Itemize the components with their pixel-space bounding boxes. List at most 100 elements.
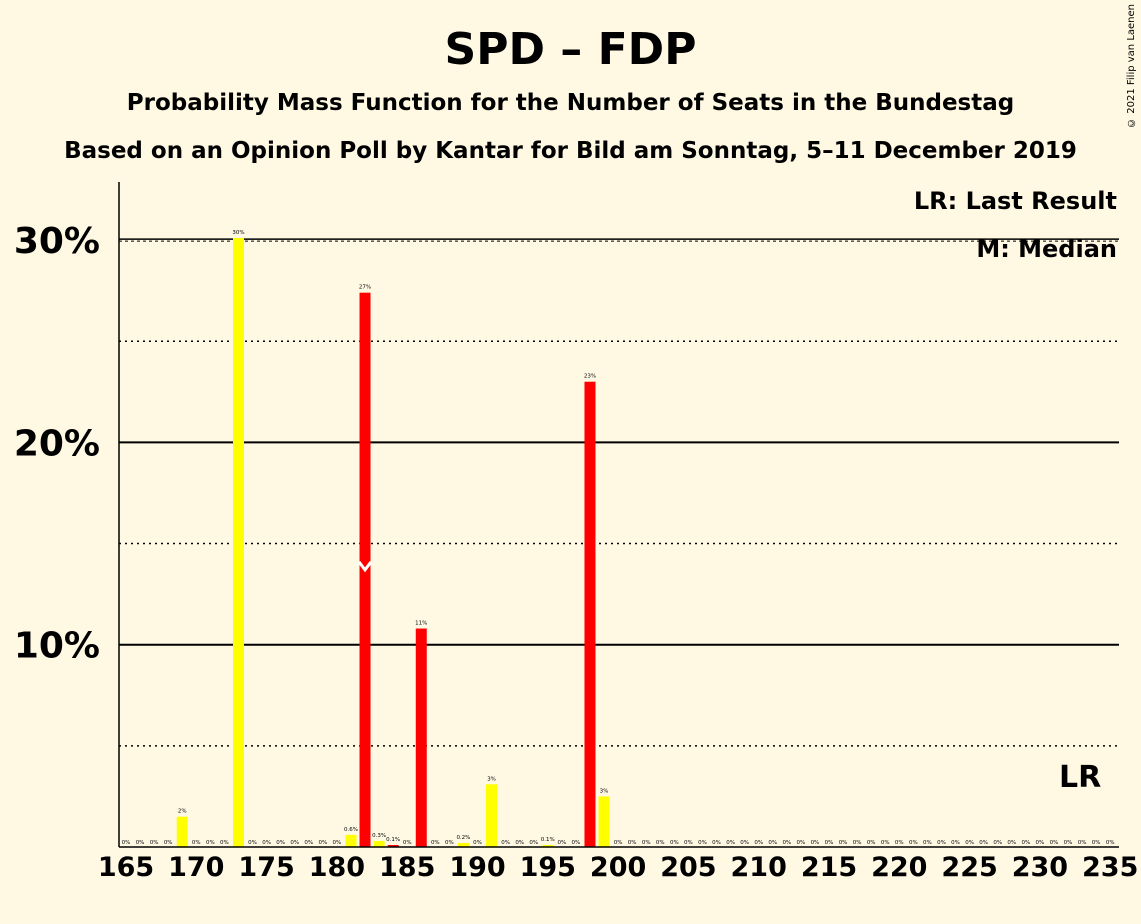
- legend-median: M: Median: [976, 235, 1117, 263]
- bar-label-187: 0%: [431, 840, 440, 846]
- bar-184: [387, 844, 399, 847]
- bar-label-177: 0%: [290, 840, 299, 846]
- bar-label-166: 0%: [136, 840, 145, 846]
- bar-label-171: 0%: [206, 840, 215, 846]
- bar-label-228: 0%: [1007, 840, 1016, 846]
- bar-label-227: 0%: [993, 840, 1002, 846]
- bar-label-225: 0%: [965, 840, 974, 846]
- bar-label-186: 11%: [415, 621, 427, 627]
- median-marker: [357, 560, 373, 573]
- bar-label-180: 0%: [333, 840, 342, 846]
- bar-label-192: 0%: [501, 840, 510, 846]
- x-tick-label-230: 230: [1012, 852, 1068, 883]
- x-tick-label-180: 180: [309, 852, 365, 883]
- bar-label-206: 0%: [698, 840, 707, 846]
- bar-label-217: 0%: [853, 840, 862, 846]
- bar-label-184: 0.1%: [386, 837, 400, 843]
- bar-label-230: 0%: [1036, 840, 1045, 846]
- bar-label-193: 0%: [515, 840, 524, 846]
- chart-title: SPD – FDP: [444, 24, 697, 75]
- bar-labels-group: 0% 0% 0% 0% 2% 0% 0% 0% 30% 0% 0% 0% 0% 0% 0% 0% 0.6% 27%…: [122, 230, 1115, 846]
- bar-label-214: 0%: [811, 840, 820, 846]
- bar-label-179: 0%: [318, 840, 327, 846]
- bar-label-170: 0%: [192, 840, 201, 846]
- bar-label-226: 0%: [979, 840, 988, 846]
- x-tick-label-190: 190: [449, 852, 505, 883]
- chart-subtitle-1: Probability Mass Function for the Number…: [126, 90, 1015, 116]
- bars-group: [176, 238, 610, 847]
- bar-label-199: 3%: [600, 788, 609, 794]
- x-tick-label-215: 215: [801, 852, 857, 883]
- bar-label-229: 0%: [1021, 840, 1030, 846]
- x-tick-label-175: 175: [238, 852, 294, 883]
- bar-label-231: 0%: [1050, 840, 1059, 846]
- bar-label-223: 0%: [937, 840, 946, 846]
- legend-last-result: LR: Last Result: [914, 187, 1117, 215]
- legend: LR: Last Result M: Median: [914, 187, 1117, 263]
- bar-label-201: 0%: [628, 840, 637, 846]
- bar-label-169: 2%: [178, 809, 187, 815]
- bar-173: [232, 238, 244, 847]
- y-tick-label-10: 10%: [14, 626, 100, 667]
- bar-label-174: 0%: [248, 840, 257, 846]
- bar-label-198: 23%: [584, 374, 596, 380]
- x-tick-label-225: 225: [941, 852, 997, 883]
- bar-label-189: 0.2%: [456, 835, 470, 841]
- y-tick-label-30: 30%: [14, 221, 100, 262]
- bar-label-196: 0%: [557, 840, 566, 846]
- bar-label-222: 0%: [923, 840, 932, 846]
- x-tick-label-185: 185: [379, 852, 435, 883]
- y-tick-label-20: 20%: [14, 423, 100, 464]
- x-tick-label-220: 220: [871, 852, 927, 883]
- bar-label-234: 0%: [1092, 840, 1101, 846]
- bar-label-191: 3%: [487, 776, 496, 782]
- bar-label-175: 0%: [262, 840, 271, 846]
- bar-label-181: 0.6%: [344, 827, 358, 833]
- bar-label-185: 0%: [403, 840, 412, 846]
- bar-label-216: 0%: [839, 840, 848, 846]
- bar-label-176: 0%: [276, 840, 285, 846]
- x-tick-label-170: 170: [168, 852, 224, 883]
- bar-label-202: 0%: [642, 840, 651, 846]
- chart-subtitle-2: Based on an Opinion Poll by Kantar for B…: [64, 138, 1077, 164]
- bar-label-235: 0%: [1106, 840, 1115, 846]
- bar-186: [415, 628, 427, 847]
- last-result-label: LR: [1059, 760, 1101, 795]
- bar-181: [345, 834, 357, 847]
- bar-191: [486, 784, 498, 847]
- x-tick-label-195: 195: [520, 852, 576, 883]
- bar-198: [584, 381, 596, 847]
- bar-label-165: 0%: [122, 840, 131, 846]
- bar-199: [598, 796, 610, 847]
- bar-label-213: 0%: [797, 840, 806, 846]
- bar-label-224: 0%: [951, 840, 960, 846]
- bar-label-219: 0%: [881, 840, 890, 846]
- bar-169: [176, 816, 188, 847]
- bar-label-168: 0%: [164, 840, 173, 846]
- bar-label-194: 0%: [529, 840, 538, 846]
- x-tick-label-205: 205: [660, 852, 716, 883]
- bar-label-215: 0%: [825, 840, 834, 846]
- bar-label-200: 0%: [614, 840, 623, 846]
- bar-label-167: 0%: [150, 840, 159, 846]
- bar-label-220: 0%: [895, 840, 904, 846]
- bar-label-205: 0%: [684, 840, 693, 846]
- bar-label-172: 0%: [220, 840, 229, 846]
- bar-label-232: 0%: [1064, 840, 1073, 846]
- x-tick-label-235: 235: [1082, 852, 1138, 883]
- gridlines: [119, 238, 1119, 747]
- bar-label-203: 0%: [656, 840, 665, 846]
- bar-label-233: 0%: [1078, 840, 1087, 846]
- bar-label-207: 0%: [712, 840, 721, 846]
- bar-189: [457, 842, 469, 847]
- bar-label-173: 30%: [232, 230, 244, 236]
- bar-label-211: 0%: [768, 840, 777, 846]
- bar-label-197: 0%: [572, 840, 581, 846]
- bar-label-195: 0.1%: [541, 837, 555, 843]
- bar-label-204: 0%: [670, 840, 679, 846]
- bar-label-183: 0.3%: [372, 833, 386, 839]
- x-tick-label-210: 210: [731, 852, 787, 883]
- bar-label-182: 27%: [359, 285, 371, 291]
- bar-label-221: 0%: [909, 840, 918, 846]
